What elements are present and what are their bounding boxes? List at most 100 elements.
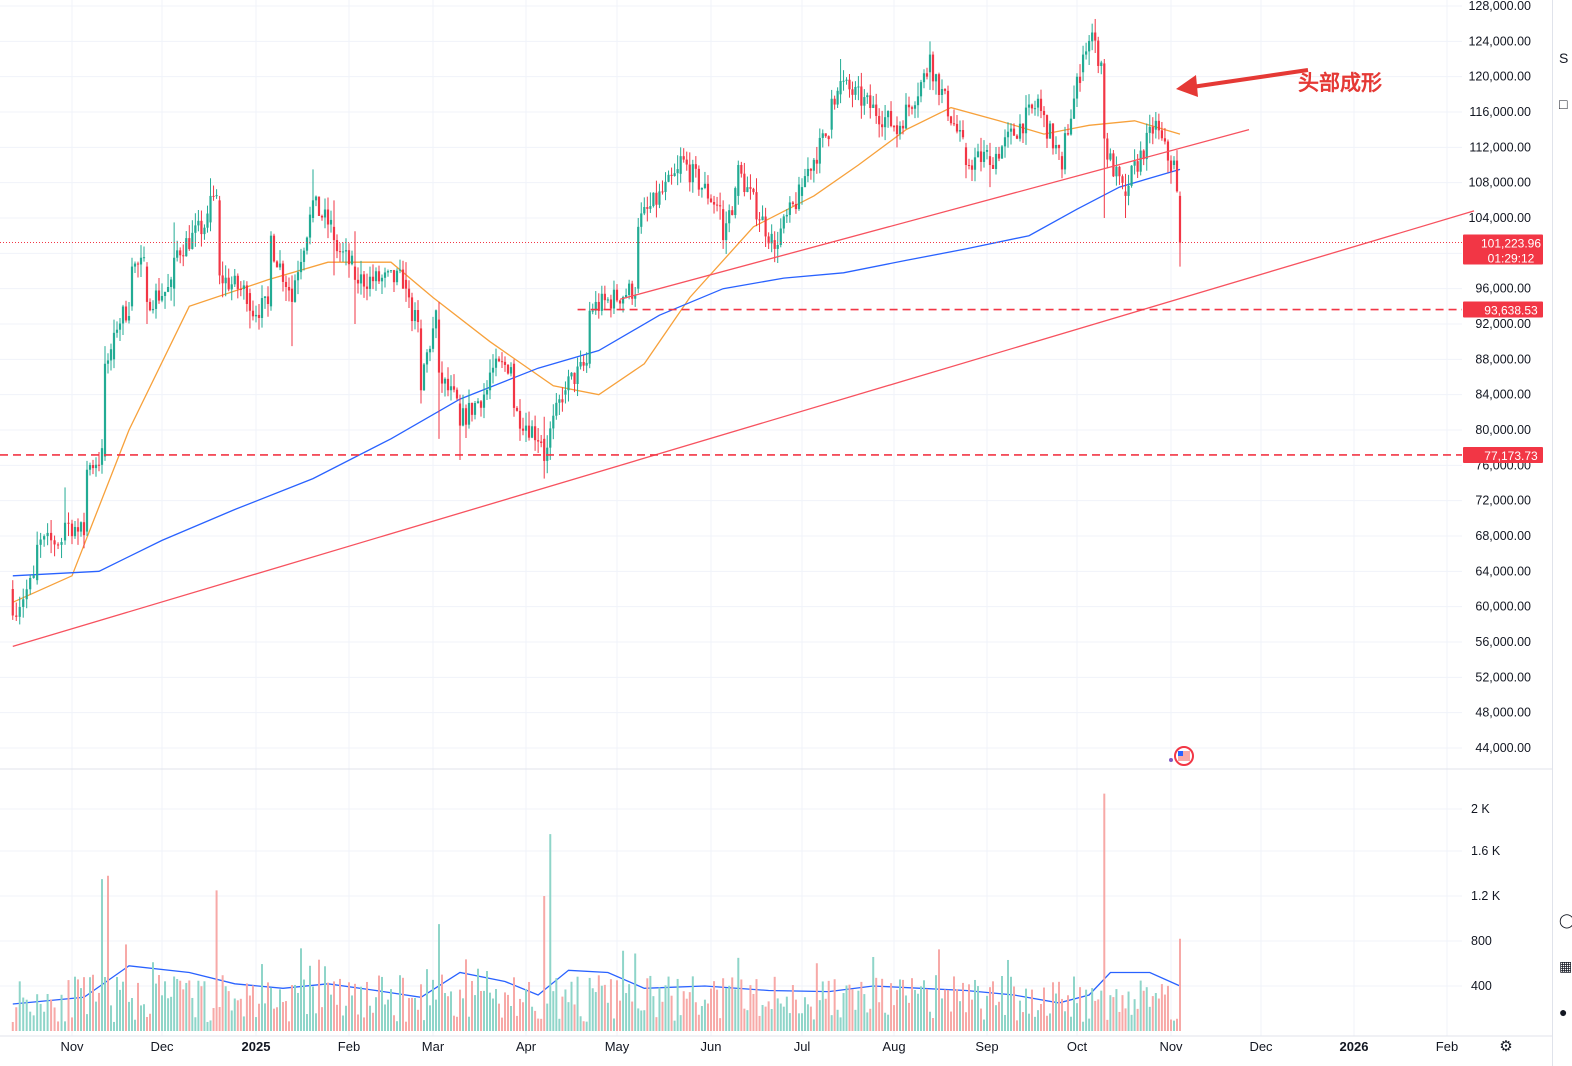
volume-bar [588,977,591,1031]
account-icon[interactable]: ● [1559,1004,1568,1020]
volume-bar [248,995,251,1031]
volume-bar [558,1018,561,1031]
price-tick-label: 48,000.00 [1475,706,1531,720]
volume-bar [137,982,139,1031]
candle-body [56,544,60,546]
volume-bar [652,996,655,1031]
candle-body [764,216,767,237]
volume-bar [486,971,488,1031]
text-icon[interactable]: S [1559,50,1569,66]
volume-bar [881,978,884,1031]
candle-body [359,274,363,284]
volume-bar [101,879,103,1031]
volume-bar [827,980,830,1031]
volume-bar [606,1002,609,1031]
candle-body [142,257,146,259]
candle-body [437,319,441,373]
bookmark-icon[interactable]: □ [1559,96,1568,112]
candle-body [649,206,652,209]
price-tick-label: 52,000.00 [1475,670,1531,684]
candle-body [712,202,716,205]
time-tick-label: Feb [338,1039,360,1054]
volume-bar [221,975,224,1031]
candle-body [203,227,206,235]
candle-body [889,111,893,127]
candle-body [482,394,486,408]
volume-bar [622,950,625,1031]
candle-body [374,271,378,282]
candle-body [728,210,731,224]
volume-bar [947,989,949,1031]
volume-bar [612,1018,615,1031]
candle-body [637,226,640,289]
candle-body [658,191,661,205]
candle-body [549,428,552,448]
gear-icon[interactable]: ⚙ [1499,1038,1513,1055]
candle-body [326,209,330,225]
calendar-icon[interactable]: ▦ [1559,958,1572,974]
candle-body [734,188,737,216]
volume-bar [309,965,311,1031]
candle-body [982,151,986,162]
candle-body [278,263,282,268]
candle-body [1133,161,1136,166]
volume-bar [1082,1021,1085,1031]
candle-body [467,402,471,425]
volume-bar [206,1021,209,1031]
volume-bar [1040,1004,1042,1031]
volume-bar [734,989,737,1031]
volume-bar [67,980,70,1031]
candle-body [106,360,110,364]
candle-body [365,286,369,289]
volume-bar [270,987,272,1031]
annotation-text: 头部成形 [1298,71,1382,95]
time-tick-label: Nov [60,1039,84,1054]
volume-bar [357,1014,359,1031]
grid-layer [0,0,1552,1037]
candle-body [115,329,119,333]
candle-body [76,527,80,532]
candle-body [916,96,920,106]
volume-bar [498,1003,500,1031]
candle-body [524,425,528,431]
circle-icon[interactable]: ◯ [1559,912,1572,928]
time-tick-label: Dec [150,1039,174,1054]
time-tick-label: Apr [516,1039,537,1054]
volume-bar [149,1013,151,1031]
candle-body [886,111,890,118]
volume-bar [974,979,976,1031]
volume-bar [161,995,163,1031]
volume-bar [294,984,296,1031]
right-toolbar: S □ ◯ ▦ ● [1552,0,1572,1066]
volume-bar [71,1017,73,1031]
candle-body [36,544,39,581]
candle-body [537,440,540,442]
volume-bar [761,1004,764,1031]
candle-body [1157,120,1160,131]
volume-bar [492,998,494,1031]
candle-body [1057,145,1061,149]
volume-bar [1133,999,1136,1031]
volume-bar [1091,988,1094,1031]
drawing-layer[interactable]: 头部成形 [0,68,1475,766]
volume-bar [432,979,434,1031]
candle-body [919,82,923,97]
volume-bar [255,1017,257,1031]
volume-bar [89,977,91,1031]
volume-bar [441,974,443,1031]
price-tick-label: 60,000.00 [1475,600,1531,614]
volume-bar [354,983,356,1031]
volume-bar [576,976,579,1031]
volume-bar [962,982,964,1031]
candle-body [518,410,522,429]
candle-body [503,361,507,365]
volume-bar [911,978,913,1031]
time-tick-label: Jun [701,1039,722,1054]
volume-bar [1025,988,1027,1031]
candle-body [440,372,444,384]
candle-body [761,216,764,221]
volume-bar [242,1016,245,1031]
volume-bar [872,956,875,1031]
volume-bar [971,999,973,1031]
